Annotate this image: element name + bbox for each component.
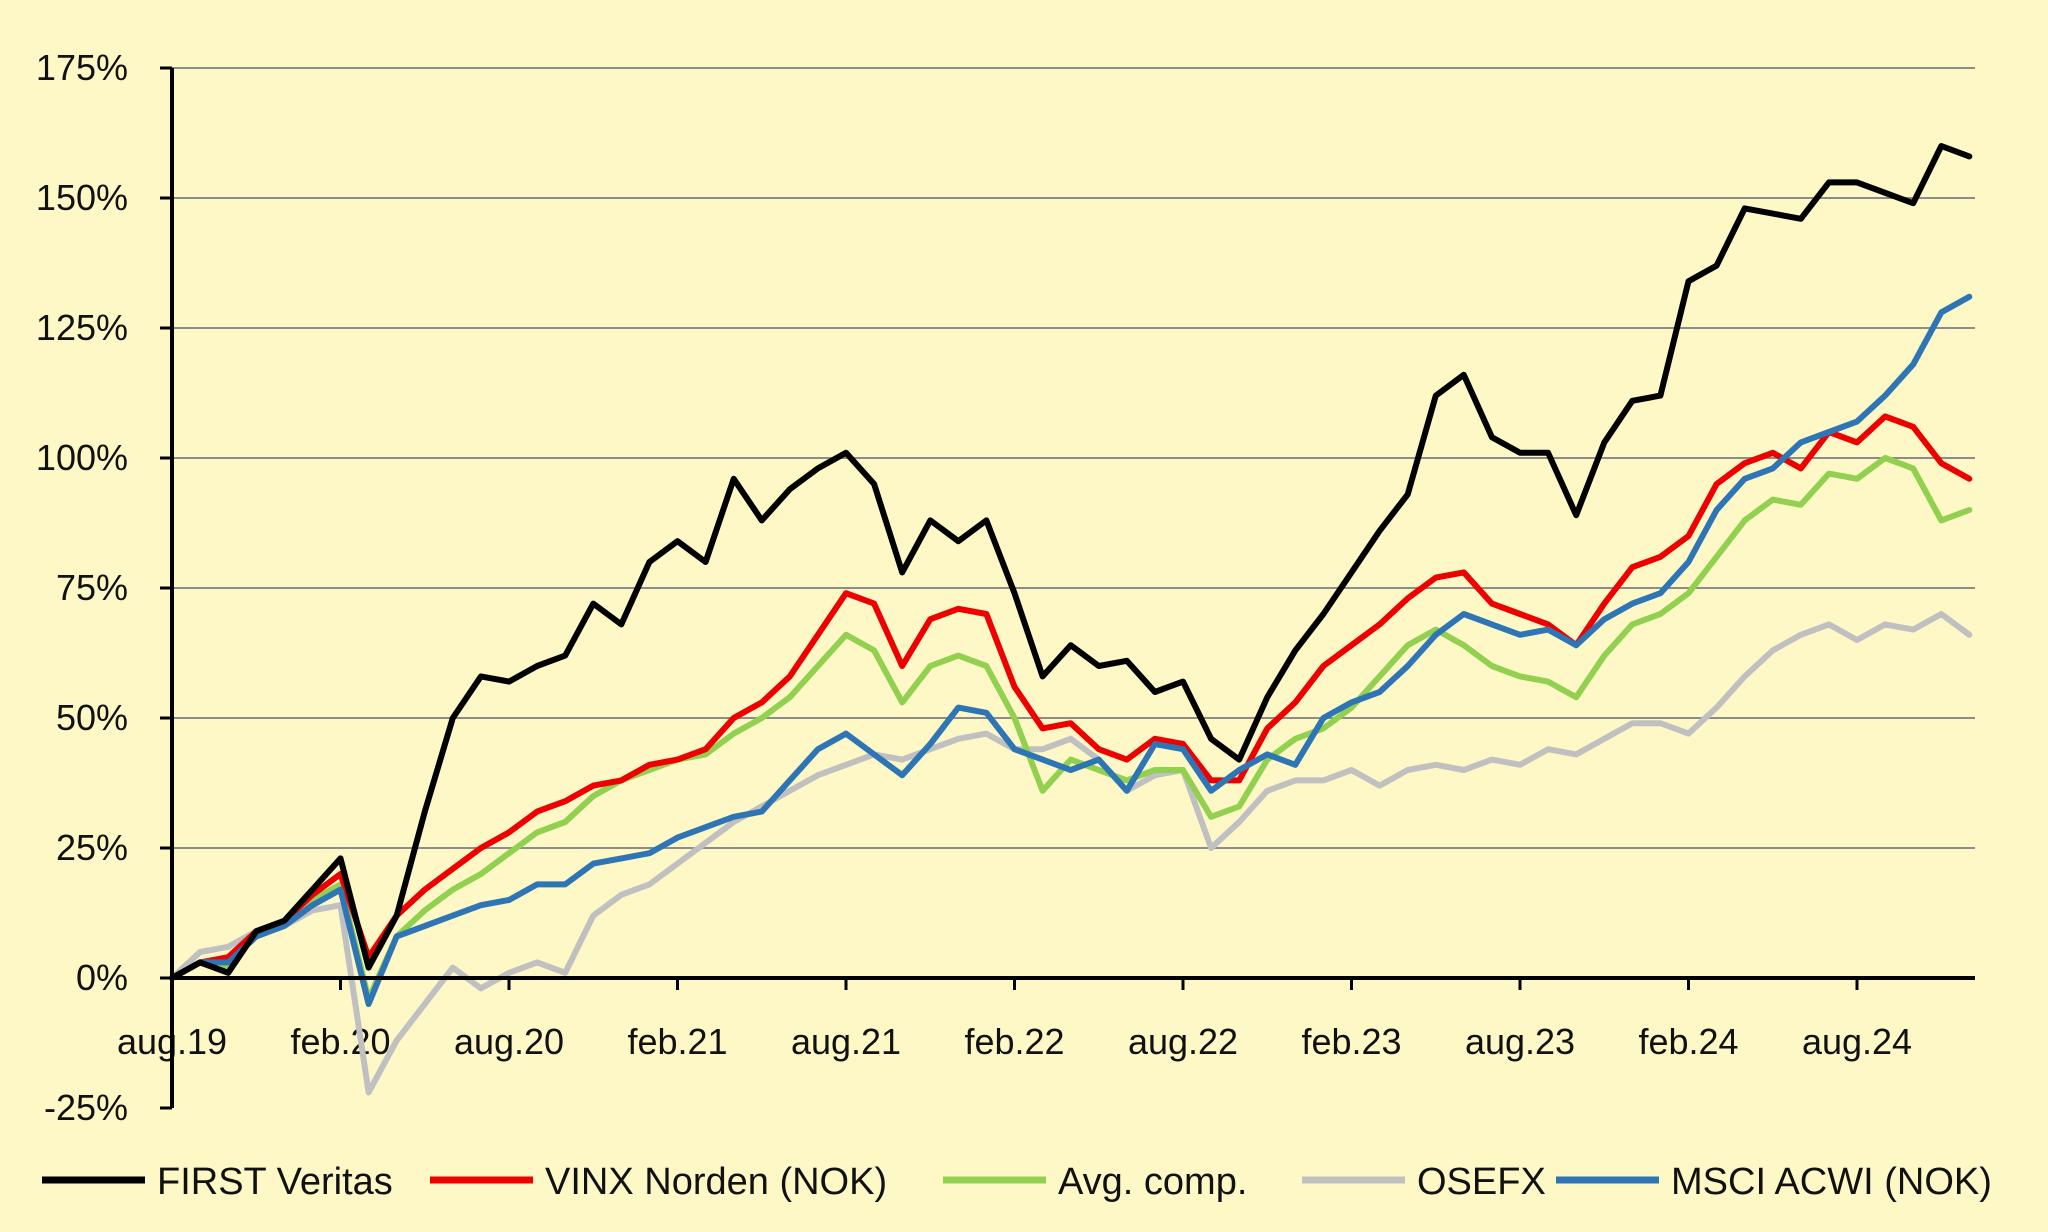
legend-label: MSCI ACWI (NOK) <box>1671 1161 1992 1203</box>
legend-item-first-veritas: FIRST Veritas <box>42 1161 393 1203</box>
legend-item-avg-comp: Avg. comp. <box>943 1161 1247 1203</box>
x-tick-label: feb.24 <box>1638 1021 1738 1062</box>
x-tick-label: aug.22 <box>1128 1021 1238 1062</box>
series-lines <box>169 143 1973 1096</box>
legend-item-osefx: OSEFX <box>1302 1161 1546 1203</box>
y-tick-label: 150% <box>36 177 128 218</box>
y-axis-ticks: 175% 150% 125% 100% 75% 50% 25% 0% -25% <box>36 47 172 1128</box>
x-tick-label: feb.22 <box>964 1021 1064 1062</box>
gridlines <box>172 67 1975 849</box>
y-tick-label: 50% <box>56 697 128 738</box>
y-tick-label: 125% <box>36 307 128 348</box>
x-tick-label: feb.20 <box>290 1021 390 1062</box>
series-line-osefx <box>169 611 1973 1096</box>
x-tick-label: feb.21 <box>627 1021 727 1062</box>
y-tick-label: 100% <box>36 437 128 478</box>
legend-label: Avg. comp. <box>1058 1161 1247 1203</box>
legend-label: OSEFX <box>1417 1161 1546 1203</box>
y-tick-label: 0% <box>76 957 128 998</box>
legend: FIRST Veritas VINX Norden (NOK) Avg. com… <box>42 1161 1992 1203</box>
x-tick-label: feb.23 <box>1301 1021 1401 1062</box>
x-tick-label: aug.20 <box>454 1021 564 1062</box>
series-line-avg-comp <box>169 455 1973 1002</box>
x-tick-label: aug.21 <box>791 1021 901 1062</box>
series-line-first-veritas <box>169 143 1973 981</box>
legend-item-msci-acwi: MSCI ACWI (NOK) <box>1556 1161 1992 1203</box>
series-line-msci-acwi-nok <box>169 293 1973 1007</box>
y-tick-label: 75% <box>56 567 128 608</box>
x-tick-label: aug.24 <box>1802 1021 1912 1062</box>
legend-item-vinx-norden: VINX Norden (NOK) <box>430 1161 887 1203</box>
x-tick-label: aug.23 <box>1465 1021 1575 1062</box>
series-line-vinx-norden-nok <box>169 413 1973 981</box>
y-tick-label: 25% <box>56 827 128 868</box>
axes <box>170 68 1975 1108</box>
x-axis-ticks: aug.19 feb.20 aug.20 feb.21 aug.21 feb.22 aug.… <box>117 978 1912 1062</box>
y-tick-label: -25% <box>44 1087 128 1128</box>
legend-label: VINX Norden (NOK) <box>545 1161 887 1203</box>
legend-label: FIRST Veritas <box>157 1161 393 1203</box>
y-tick-label: 175% <box>36 47 128 88</box>
